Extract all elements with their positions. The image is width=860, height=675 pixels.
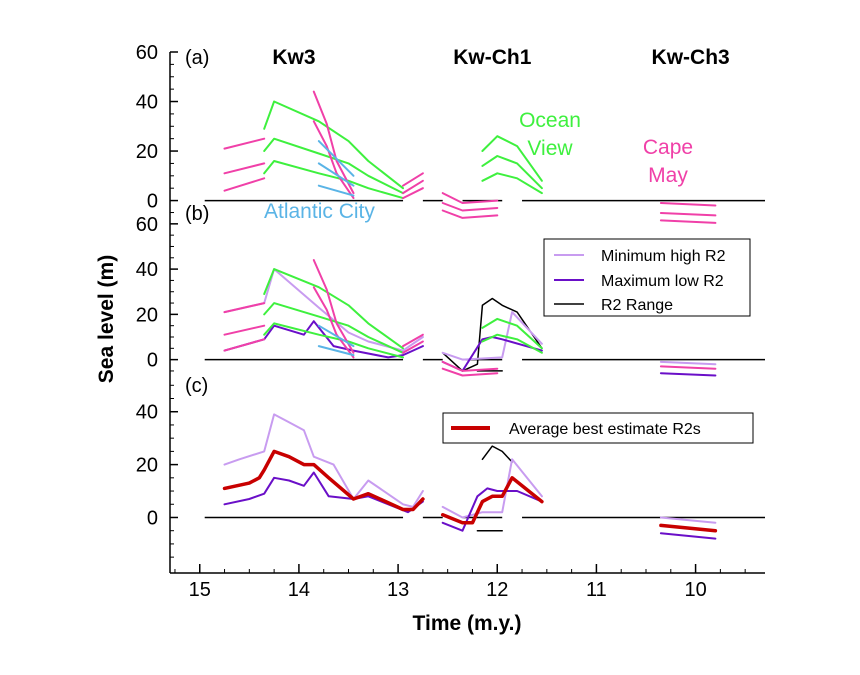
series-line-max-low: [441, 487, 543, 532]
series-line-cape-may: [312, 259, 355, 354]
series-line-ocean-view: [481, 172, 543, 195]
series-line-cape-may: [402, 179, 424, 195]
series-line-cape-may: [659, 212, 717, 217]
y-tick-label: 20: [136, 455, 158, 477]
legend-c-label-average: Average best estimate R2s: [509, 421, 701, 438]
series-line-ocean-view: [263, 100, 404, 190]
y-tick-label: 20: [136, 141, 158, 163]
section-title-kw-ch3: Kw-Ch3: [652, 46, 730, 69]
series-line-cape-may: [312, 120, 355, 200]
x-tick-label: 12: [486, 579, 508, 601]
series-line-ocean-view: [481, 155, 543, 190]
series-line-cape-may: [441, 367, 499, 377]
series-line-ocean-view: [481, 317, 543, 350]
panel-label: (a): [185, 47, 209, 69]
legend-b-frame: [543, 238, 751, 317]
series-line-min-high: [441, 311, 543, 361]
series-line-min-high: [223, 413, 424, 508]
chart-panels: 0 20 40 60 (a) 0 20 40 60 (b) 0 20 40 (c): [136, 42, 765, 573]
panel-label: (b): [185, 203, 209, 225]
series-line-cape-may: [659, 219, 717, 224]
annotation-cape-may: Cape May: [643, 136, 693, 187]
series-line-min-high: [659, 360, 717, 366]
series-line-average: [440, 476, 544, 525]
series-line-atlantic-city: [317, 324, 355, 348]
y-tick-label: 40: [136, 259, 158, 281]
series-line-cape-may: [659, 202, 717, 207]
y-tick-label: 0: [147, 191, 158, 213]
series-line-max-low: [223, 320, 424, 359]
series-line-ocean-view: [481, 135, 543, 182]
series-line-max-low: [223, 471, 424, 514]
series-line-ocean-view: [263, 137, 404, 195]
series-line-cape-may: [441, 360, 499, 372]
legend-b-label-range: R2 Range: [601, 297, 673, 314]
series-line-cape-may: [402, 333, 424, 348]
y-tick-label: 20: [136, 304, 158, 326]
legend-b: Minimum high R2 Maximum low R2 R2 Range: [543, 238, 751, 317]
x-axis-title: Time (m.y.): [413, 612, 522, 635]
series-line-cape-may: [441, 209, 499, 219]
y-tick-label: 60: [136, 42, 158, 64]
series-line-average: [659, 523, 718, 533]
y-tick-label: 40: [136, 402, 158, 424]
section-title-kw-ch1: Kw-Ch1: [453, 46, 531, 69]
series-line-cape-may: [312, 90, 355, 195]
y-axis-title: Sea level (m): [95, 255, 118, 383]
legend-b-label-max-low: Maximum low R2: [601, 273, 724, 290]
series-line-cape-may: [441, 202, 499, 212]
x-tick-label: 10: [684, 579, 706, 601]
series-line-cape-may: [312, 286, 355, 359]
panel-label: (c): [185, 375, 208, 397]
legend-c-frame: [442, 412, 754, 444]
series-line-atlantic-city: [317, 345, 355, 357]
section-title-kw3: Kw3: [272, 46, 315, 69]
y-tick-label: 0: [147, 350, 158, 372]
series-line-ocean-view: [263, 268, 404, 350]
series-line-ocean-view: [263, 302, 404, 354]
series-line-cape-may: [223, 177, 266, 192]
panel-1: 0 20 40 60 (a): [136, 42, 765, 224]
panel-2: 0 20 40 60 (b): [136, 203, 765, 380]
series-line-max-low: [659, 372, 717, 377]
series-line-ocean-view: [263, 322, 404, 359]
series-line-atlantic-city: [317, 162, 355, 187]
series-line-range: [481, 445, 513, 463]
legend-c: Average best estimate R2s: [442, 412, 754, 444]
series-line-average: [222, 449, 425, 512]
x-tick-label: 13: [387, 579, 409, 601]
series-line-cape-may: [402, 340, 424, 354]
series-line-min-high: [441, 458, 543, 519]
series-line-cape-may: [223, 162, 266, 175]
series-line-min-high: [659, 516, 717, 524]
series-line-cape-may: [402, 172, 424, 187]
panel-3: 0 20 40 (c): [136, 375, 765, 573]
x-tick-label: 15: [189, 579, 211, 601]
x-tick-label: 14: [288, 579, 310, 601]
x-tick-label: 11: [586, 579, 607, 601]
series-line-atlantic-city: [317, 140, 355, 177]
series-line-ocean-view: [263, 160, 404, 200]
series-line-cape-may: [402, 187, 424, 200]
y-tick-label: 0: [147, 507, 158, 529]
series-line-cape-may: [223, 324, 266, 336]
x-axis: 15 14 13 12 11 10: [170, 564, 765, 601]
series-line-cape-may: [223, 137, 266, 150]
y-tick-label: 40: [136, 92, 158, 114]
y-tick-label: 60: [136, 214, 158, 236]
series-line-ocean-view: [481, 333, 543, 354]
series-line-cape-may: [223, 302, 266, 314]
series-line-cape-may: [441, 192, 499, 204]
annotation-atlantic-city: Atlantic City: [264, 200, 375, 223]
legend-b-label-min-high: Minimum high R2: [601, 248, 726, 265]
series-line-max-low: [659, 532, 717, 540]
series-line-cape-may: [223, 338, 266, 352]
annotation-ocean-view: Ocean View: [519, 109, 581, 160]
series-line-atlantic-city: [317, 184, 355, 197]
series-line-cape-may: [659, 365, 717, 370]
